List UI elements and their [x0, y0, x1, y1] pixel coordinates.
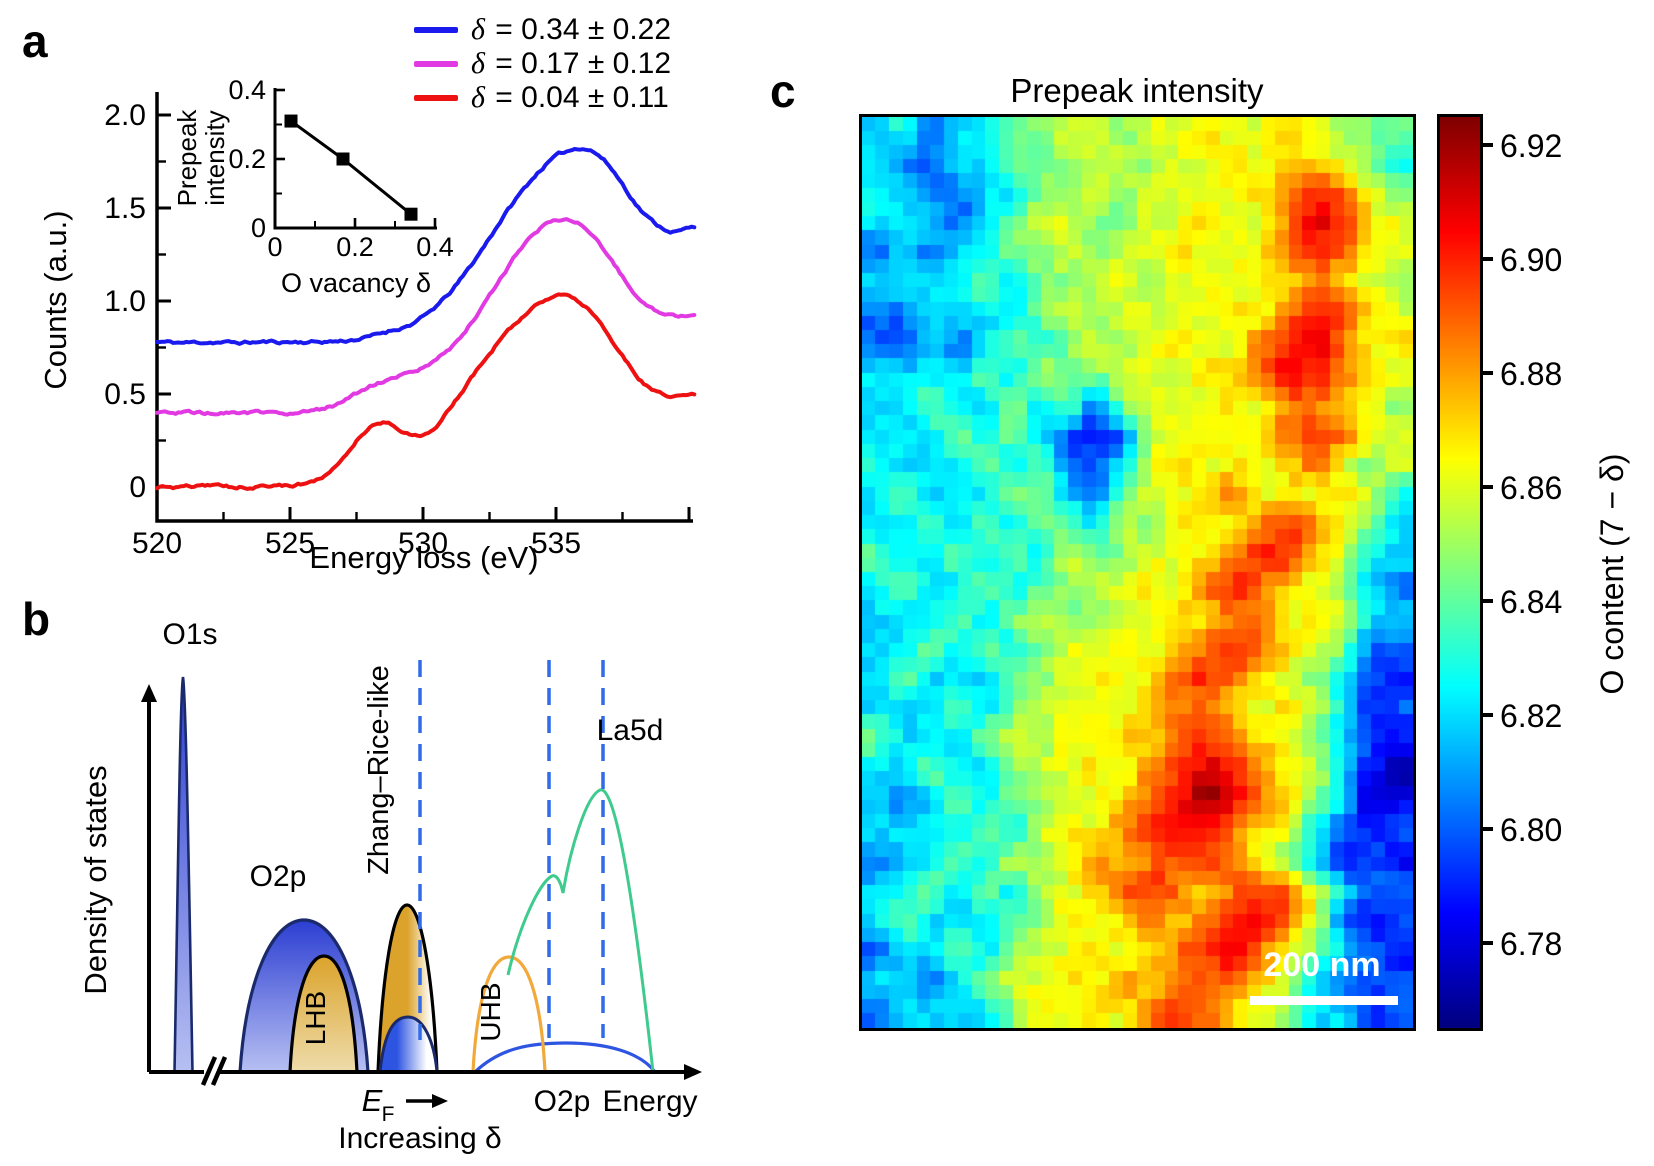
- colorbar-tick: [1480, 143, 1493, 148]
- legend-label: δ = 0.34 ± 0.22: [471, 13, 671, 47]
- spectrum-curve-1: [155, 217, 697, 417]
- dos-axis-arrowhead: [141, 684, 157, 702]
- inset-y-tick-label: 0.4: [228, 75, 266, 105]
- eels-spectra-plot: Counts (a.u.) Energy loss (eV) Prepeak i…: [38, 75, 697, 575]
- inset-x-tick-label: 0.4: [416, 232, 454, 262]
- axis-break-slash-1: [200, 1056, 218, 1086]
- scalebar-label: 200 nm: [1263, 946, 1381, 984]
- panel-c-label: c: [770, 65, 796, 117]
- legend-label: δ = 0.17 ± 0.12: [471, 47, 671, 81]
- energy-axis-arrowhead: [684, 1064, 702, 1080]
- o2p-label: O2p: [250, 860, 307, 893]
- panel-a-label: a: [22, 15, 48, 67]
- colorbar-tick: [1480, 826, 1493, 831]
- spectrum-curve-2: [155, 292, 697, 491]
- delta-symbol: δ: [471, 46, 485, 80]
- o1s-label: O1s: [162, 618, 217, 651]
- dos-axis-label: Density of states: [78, 765, 113, 994]
- legend-value: = 0.17 ± 0.12: [486, 46, 672, 80]
- x-tick-label: 535: [531, 527, 581, 560]
- energy-axis-text-label: Energy: [602, 1085, 697, 1118]
- spectra-curves-group: 520 525 530 535 0 0.5 1.0 1.5 2.0 0 0.2 0.4 0 0.2 0.4: [104, 75, 697, 560]
- inset-data-point-1: [336, 152, 350, 166]
- prepeak-intensity-heatmap: [859, 114, 1416, 1031]
- legend-line-swatch-red: [414, 94, 458, 101]
- density-of-states-diagram: Density of states O1s O2p LHB Zhang–Rice…: [78, 618, 702, 1155]
- inset-trend-line: [290, 119, 412, 216]
- lhb-label: LHB: [300, 991, 331, 1045]
- la5d-band-shape: [506, 788, 655, 1073]
- x-tick-label: 525: [265, 527, 315, 560]
- colorbar-tick: [1480, 371, 1493, 376]
- heatmap-title: Prepeak intensity: [1010, 72, 1264, 109]
- colorbar-tick-label: 6.90: [1500, 242, 1563, 279]
- colorbar-tick-label: 6.92: [1500, 128, 1563, 165]
- colorbar-tick-label: 6.84: [1500, 583, 1563, 620]
- y-axis-label: Counts (a.u.): [38, 210, 73, 389]
- x-axis-label: Energy loss (eV): [309, 540, 538, 575]
- uhb-band-shape: [471, 955, 547, 1073]
- zhang-rice-filled-states-shape: [378, 1015, 439, 1074]
- colorbar-tick-label: 6.82: [1500, 697, 1563, 734]
- x-tick-label: 530: [398, 527, 448, 560]
- spectrum-curve-0: [155, 147, 697, 346]
- inset-y-label-line1: Prepeak: [172, 109, 202, 207]
- y-tick-label: 0: [129, 471, 146, 504]
- colorbar-tick: [1480, 598, 1493, 603]
- x-tick-label: 520: [132, 527, 182, 560]
- inset-data-point-2: [404, 207, 418, 221]
- ef-shift-arrowhead: [432, 1094, 448, 1108]
- lhb-band-shape: [288, 954, 359, 1074]
- inset-x-tick-label: 0: [267, 232, 282, 262]
- panel-b-label: b: [22, 593, 51, 645]
- o1s-peak-shape: [173, 676, 194, 1074]
- axis-break-slash-2: [210, 1056, 228, 1086]
- inset-data-point-0: [284, 114, 298, 128]
- y-tick-label: 1.0: [104, 285, 146, 318]
- colorbar-tick: [1480, 257, 1493, 262]
- legend-label: δ = 0.04 ± 0.11: [471, 81, 669, 115]
- legend-value: = 0.34 ± 0.22: [486, 12, 672, 46]
- colorbar-tick-label: 6.86: [1500, 470, 1563, 507]
- fermi-level-symbol: E: [362, 1083, 383, 1118]
- legend-item-delta-034: δ = 0.34 ± 0.22: [414, 13, 671, 47]
- colorbar: [1437, 114, 1483, 1031]
- inset-y-tick-label: 0: [251, 213, 266, 243]
- legend-item-delta-004: δ = 0.04 ± 0.11: [414, 81, 671, 115]
- legend-line-swatch-blue: [414, 26, 458, 33]
- scalebar: [1250, 996, 1398, 1005]
- o2p-bottom-label: O2p: [534, 1085, 591, 1118]
- legend: δ = 0.34 ± 0.22 δ = 0.17 ± 0.12 δ = 0.04…: [414, 13, 671, 115]
- uhb-label: UHB: [475, 982, 506, 1041]
- colorbar-tick: [1480, 485, 1493, 490]
- colorbar-axis-label: O content (7 − δ): [1594, 453, 1630, 695]
- colorbar-tick-label: 6.80: [1500, 811, 1563, 848]
- la5d-label: La5d: [597, 714, 664, 747]
- delta-symbol: δ: [471, 12, 485, 46]
- inset-axis-spines: [273, 88, 437, 230]
- colorbar-tick: [1480, 940, 1493, 945]
- inset-y-tick-label: 0.2: [228, 144, 266, 174]
- colorbar-tick-label: 6.78: [1500, 925, 1563, 962]
- colorbar-tick-label: 6.88: [1500, 356, 1563, 393]
- increasing-delta-label: Increasing δ: [338, 1122, 501, 1155]
- colorbar-tick: [1480, 712, 1493, 717]
- inset-x-label: O vacancy δ: [281, 268, 431, 298]
- inset-x-tick-label: 0.2: [336, 232, 374, 262]
- y-tick-label: 1.5: [104, 192, 146, 225]
- legend-line-swatch-magenta: [414, 60, 458, 67]
- legend-item-delta-017: δ = 0.17 ± 0.12: [414, 47, 671, 81]
- fermi-level-subscript: F: [382, 1103, 395, 1126]
- inset-y-label-line2: intensity: [200, 110, 230, 205]
- zhang-rice-label: Zhang–Rice-like: [363, 665, 395, 875]
- o2p-unoccupied-band-shape: [473, 1041, 657, 1074]
- y-tick-label: 0.5: [104, 378, 146, 411]
- delta-symbol: δ: [471, 80, 485, 114]
- legend-value: = 0.04 ± 0.11: [486, 80, 669, 114]
- y-tick-label: 2.0: [104, 99, 146, 132]
